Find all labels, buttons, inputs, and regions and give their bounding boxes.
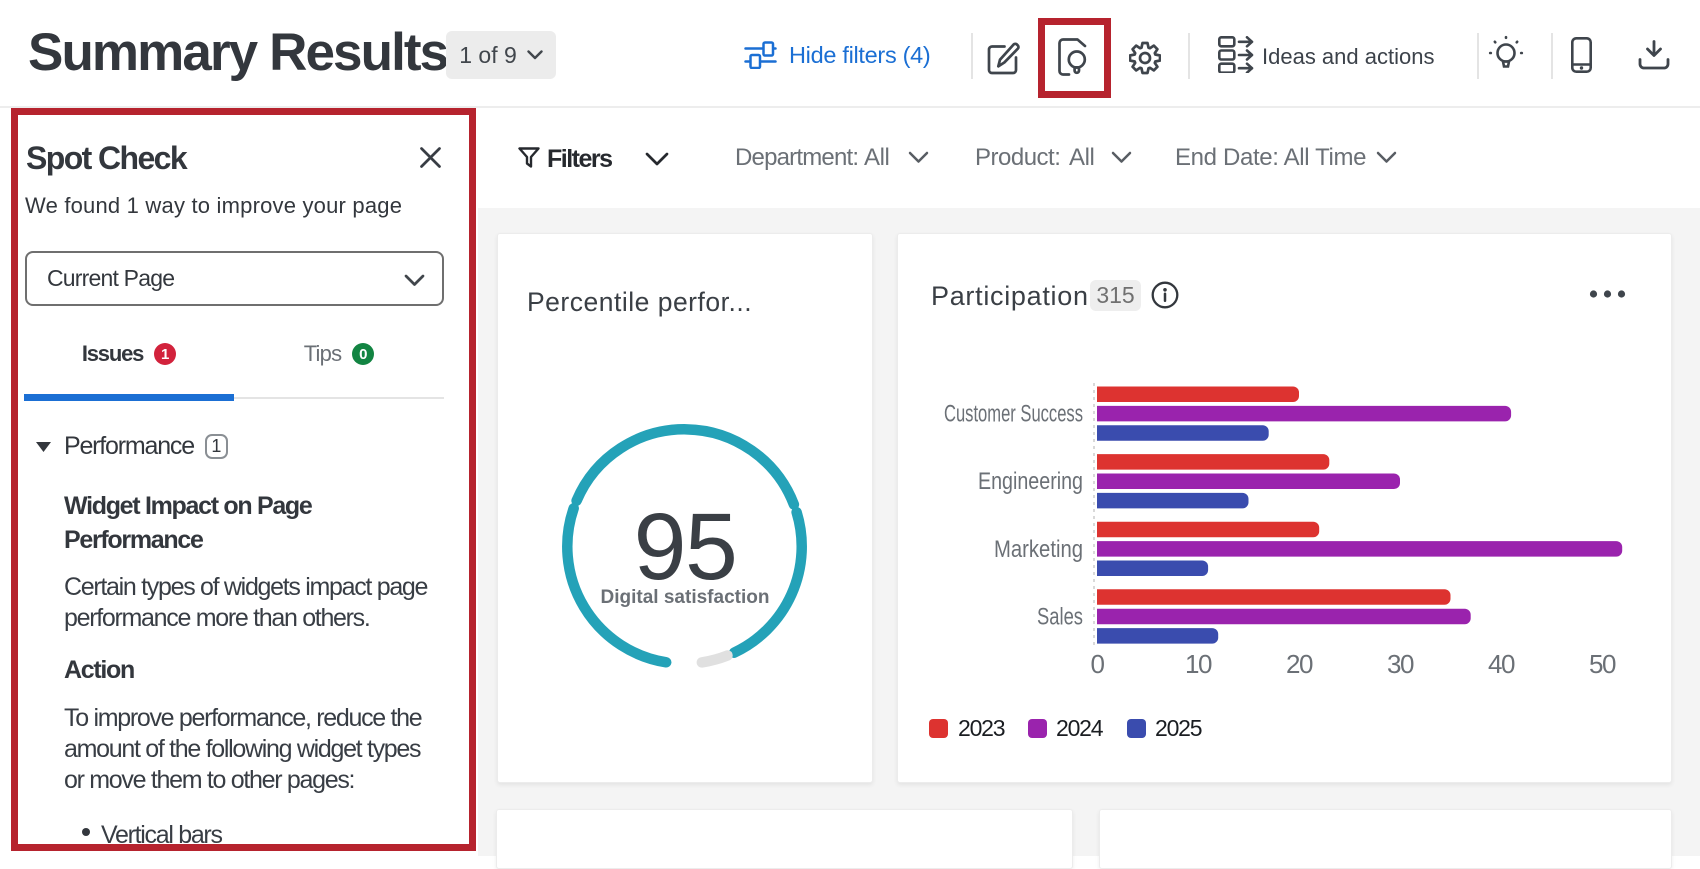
svg-text:10: 10 <box>1185 649 1212 679</box>
svg-text:30: 30 <box>1387 649 1414 679</box>
svg-text:2023: 2023 <box>958 715 1005 741</box>
svg-text:Engineering: Engineering <box>978 468 1083 495</box>
svg-text:0: 0 <box>1091 649 1105 679</box>
svg-text:20: 20 <box>1286 649 1313 679</box>
svg-text:40: 40 <box>1488 649 1515 679</box>
svg-text:Marketing: Marketing <box>994 536 1083 563</box>
svg-text:Sales: Sales <box>1037 603 1083 630</box>
svg-text:2025: 2025 <box>1155 715 1202 741</box>
svg-text:2024: 2024 <box>1056 715 1104 741</box>
svg-text:Customer Success: Customer Success <box>944 401 1083 428</box>
svg-text:50: 50 <box>1589 649 1616 679</box>
